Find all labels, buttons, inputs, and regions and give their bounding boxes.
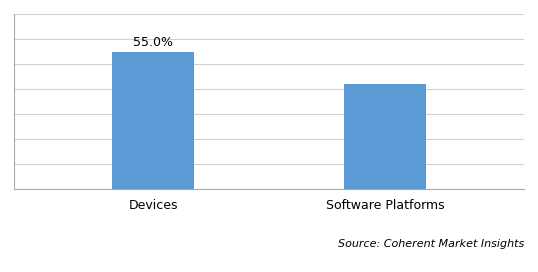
Bar — [344, 84, 426, 190]
Text: 55.0%: 55.0% — [133, 36, 173, 48]
Text: Source: Coherent Market Insights: Source: Coherent Market Insights — [338, 239, 524, 249]
Bar — [112, 51, 194, 190]
